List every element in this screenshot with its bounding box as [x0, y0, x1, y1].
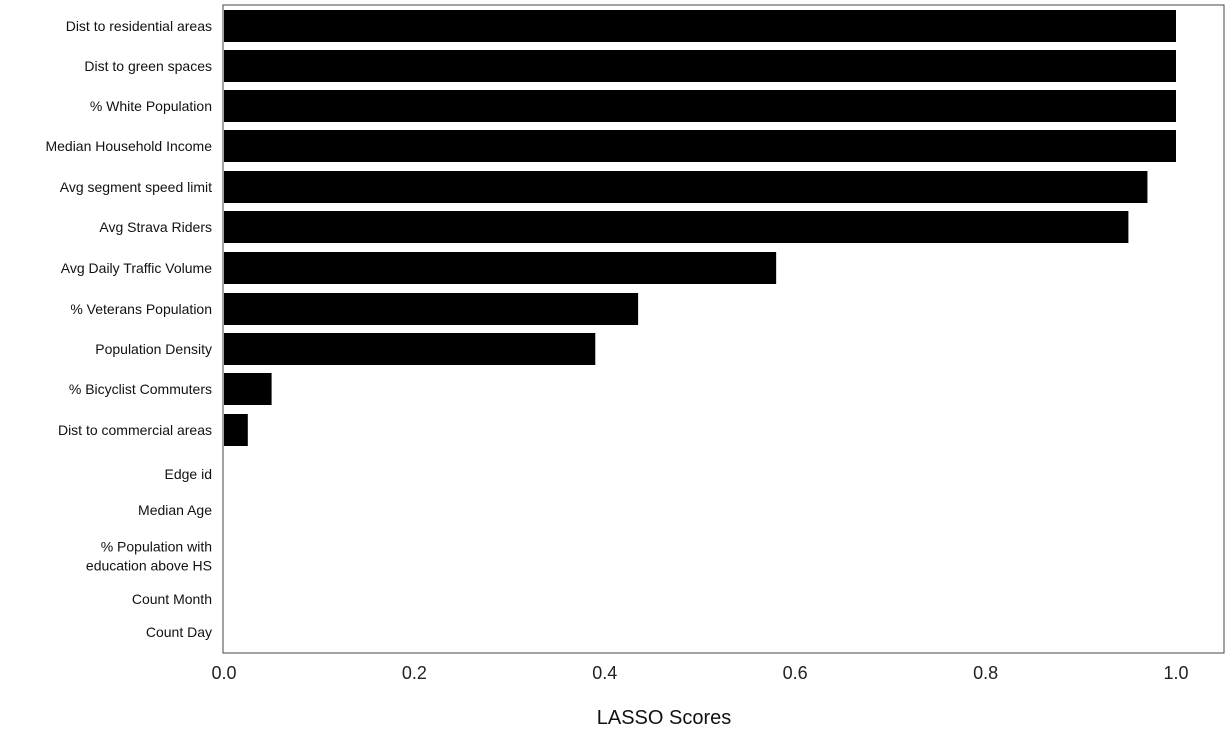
category-label: Dist to green spaces: [84, 58, 212, 74]
category-label: Avg Strava Riders: [99, 219, 212, 235]
bar: [224, 414, 248, 446]
bar: [224, 293, 639, 325]
bar: [224, 211, 1129, 243]
bar: [224, 333, 596, 365]
bar: [224, 171, 1148, 203]
category-label: % White Population: [90, 98, 212, 114]
category-labels: Dist to residential areas Dist to green s…: [45, 18, 212, 640]
bar: [224, 130, 1176, 162]
x-axis-ticks: 0.0 0.2 0.4 0.6 0.8 1.0: [211, 663, 1188, 683]
bar: [224, 10, 1176, 42]
x-tick-label: 0.2: [402, 663, 427, 683]
bars-group: [224, 10, 1176, 446]
x-tick-label: 0.8: [973, 663, 998, 683]
bar: [224, 50, 1176, 82]
x-tick-label: 0.6: [783, 663, 808, 683]
category-label: Population Density: [95, 341, 212, 357]
bar: [224, 373, 272, 405]
bar: [224, 252, 777, 284]
category-label: Dist to residential areas: [66, 18, 212, 34]
x-tick-label: 0.4: [592, 663, 617, 683]
category-label: % Bicyclist Commuters: [69, 381, 212, 397]
category-label: % Veterans Population: [70, 301, 212, 317]
category-label: % Population with: [101, 539, 212, 555]
x-tick-label: 1.0: [1163, 663, 1188, 683]
category-label: Avg Daily Traffic Volume: [61, 260, 212, 276]
x-axis-title: LASSO Scores: [597, 707, 732, 729]
category-label: Dist to commercial areas: [58, 422, 212, 438]
category-label: Median Age: [138, 502, 212, 518]
category-label: Count Month: [132, 591, 212, 607]
category-label: Edge id: [165, 466, 212, 482]
category-label: Count Day: [146, 624, 212, 640]
category-label: Avg segment speed limit: [60, 179, 212, 195]
x-tick-label: 0.0: [211, 663, 236, 683]
category-label: Median Household Income: [45, 138, 212, 154]
bar: [224, 90, 1176, 122]
category-label: education above HS: [86, 558, 212, 574]
plot-area-frame: [222, 4, 1225, 654]
